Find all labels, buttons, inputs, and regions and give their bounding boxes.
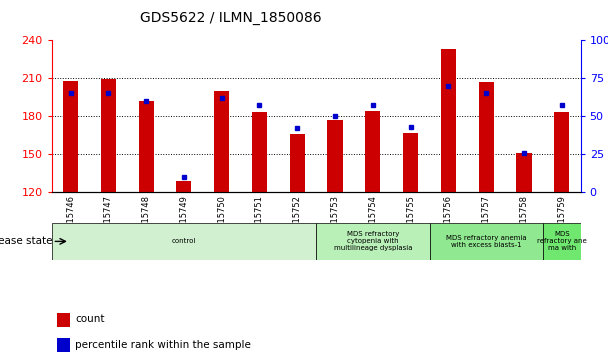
Bar [328,120,343,192]
Bar [543,223,581,260]
Text: percentile rank within the sample: percentile rank within the sample [75,339,251,350]
Bar [139,101,154,192]
Bar [252,113,267,192]
Bar [429,223,543,260]
Text: MDS
refractory ane
ma with: MDS refractory ane ma with [537,231,587,252]
Bar [52,223,316,260]
Bar [57,313,70,327]
Text: control: control [171,238,196,244]
Bar [403,133,418,192]
Text: MDS refractory
cytopenia with
multilineage dysplasia: MDS refractory cytopenia with multilinea… [334,231,412,252]
Bar [214,91,229,192]
Bar [57,338,70,352]
Bar [516,153,531,192]
Text: count: count [75,314,105,324]
Bar [365,111,381,192]
Bar [554,113,569,192]
Bar [63,81,78,192]
Bar [176,181,192,192]
Bar [101,79,116,192]
Bar [316,223,429,260]
Text: GDS5622 / ILMN_1850086: GDS5622 / ILMN_1850086 [140,11,322,25]
Bar [478,82,494,192]
Bar [441,49,456,192]
Text: MDS refractory anemia
with excess blasts-1: MDS refractory anemia with excess blasts… [446,235,527,248]
Bar [289,134,305,192]
Text: disease state: disease state [0,236,52,246]
